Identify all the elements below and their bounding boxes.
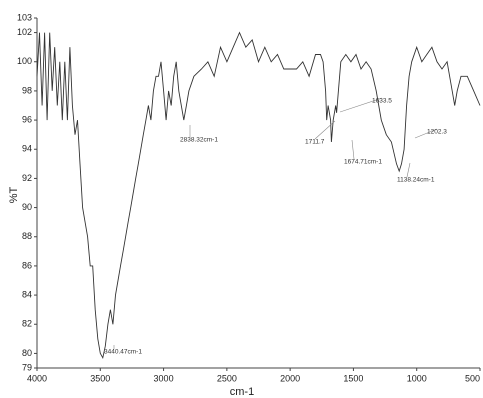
y-tick-label: 98 [22, 85, 32, 95]
y-tick-label: 84 [22, 289, 32, 299]
y-tick-label: 86 [22, 260, 32, 270]
y-tick-label: 94 [22, 144, 32, 154]
x-tick-label: 2500 [217, 373, 237, 383]
annotation: 1674.71cm-1 [344, 159, 382, 166]
y-tick-label: 100 [17, 56, 32, 66]
spectrum-line [36, 31, 481, 360]
y-tick-label: 92 [22, 173, 32, 183]
x-tick-label: 3000 [154, 373, 174, 383]
y-tick-label: 103 [17, 12, 32, 22]
annotation-leader [406, 162, 411, 178]
annotation: 1202.3 [427, 129, 447, 136]
y-tick-label: 88 [22, 231, 32, 241]
x-tick-label: 4000 [27, 373, 47, 383]
annotation: 1633.5 [372, 98, 392, 105]
annotation-leader [351, 139, 355, 160]
y-tick-label: 80 [22, 348, 32, 358]
annotation: 2838.32cm-1 [180, 137, 218, 144]
x-tick-label: 500 [465, 373, 480, 383]
y-axis-label: %T [8, 186, 20, 203]
x-tick-label: 1500 [343, 373, 363, 383]
x-tick-label: 3500 [90, 373, 110, 383]
annotation: 3440.47cm-1 [104, 349, 142, 356]
annotation: 1711.7 [305, 139, 325, 146]
y-tick-label: 96 [22, 114, 32, 124]
y-tick-label: 79 [22, 362, 32, 372]
annotation-leader [314, 120, 336, 140]
annotation: 1138.24cm-1 [397, 177, 435, 184]
annotation-leader [414, 128, 438, 139]
x-tick-label: 1000 [407, 373, 427, 383]
x-axis-label: cm-1 [230, 386, 254, 398]
y-tick-label: 90 [22, 202, 32, 212]
y-tick-label: 102 [17, 27, 32, 37]
x-tick-label: 2000 [280, 373, 300, 383]
annotation-leader [339, 97, 383, 113]
y-tick-label: 82 [22, 319, 32, 329]
